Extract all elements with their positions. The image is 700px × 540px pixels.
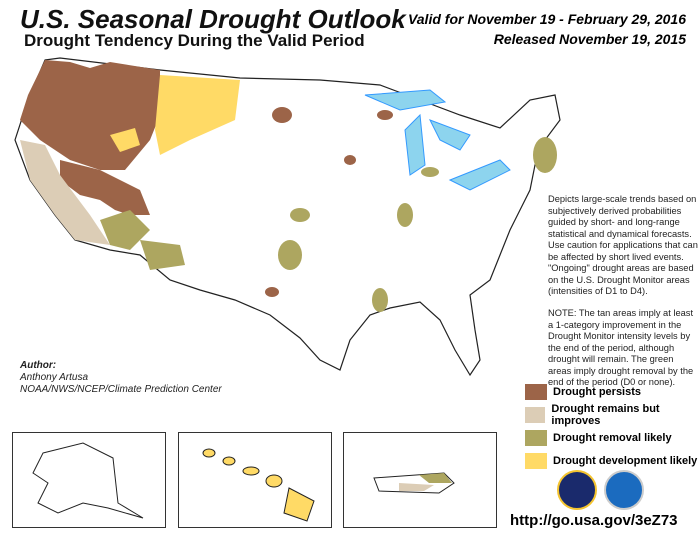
- persists-small: [265, 107, 393, 297]
- methodology-note: Depicts large-scale trends based on subj…: [548, 194, 698, 296]
- removal-areas: [100, 137, 557, 312]
- release-date: Released November 19, 2015: [493, 31, 686, 47]
- persists-great-basin: [60, 160, 150, 215]
- legend-item: Drought removal likely: [525, 426, 700, 449]
- author-label: Author:: [20, 360, 57, 371]
- legend-item: Drought persists: [525, 380, 700, 403]
- conus-map: [14, 57, 561, 377]
- conus-outline: [14, 57, 561, 377]
- legend: Drought persists Drought remains but imp…: [525, 380, 700, 472]
- alaska-inset: [12, 432, 166, 528]
- noaa-logo: [604, 470, 644, 510]
- map-subtitle: Drought Tendency During the Valid Period: [24, 31, 365, 50]
- nws-logo: [557, 470, 597, 510]
- puerto-rico-inset: [343, 432, 497, 528]
- legend-item: Drought development likely: [525, 449, 700, 472]
- author-block: Author: Anthony Artusa NOAA/NWS/NCEP/Cli…: [20, 360, 222, 396]
- improves-california: [20, 140, 110, 245]
- author-org: NOAA/NWS/NCEP/Climate Prediction Center: [20, 384, 222, 395]
- valid-period: Valid for November 19 - February 29, 201…: [407, 11, 686, 27]
- hawaii-inset: [178, 432, 332, 528]
- great-lakes: [364, 89, 511, 191]
- development-montana: [155, 75, 240, 155]
- development-idaho: [110, 128, 140, 152]
- author-name: Anthony Artusa: [20, 372, 89, 383]
- short-url-link[interactable]: http://go.usa.gov/3eZ73: [510, 512, 678, 529]
- map-title: U.S. Seasonal Drought Outlook: [20, 4, 406, 34]
- tan-green-note: NOTE: The tan areas imply at least a 1-c…: [548, 308, 694, 387]
- legend-item: Drought remains but improves: [525, 403, 700, 427]
